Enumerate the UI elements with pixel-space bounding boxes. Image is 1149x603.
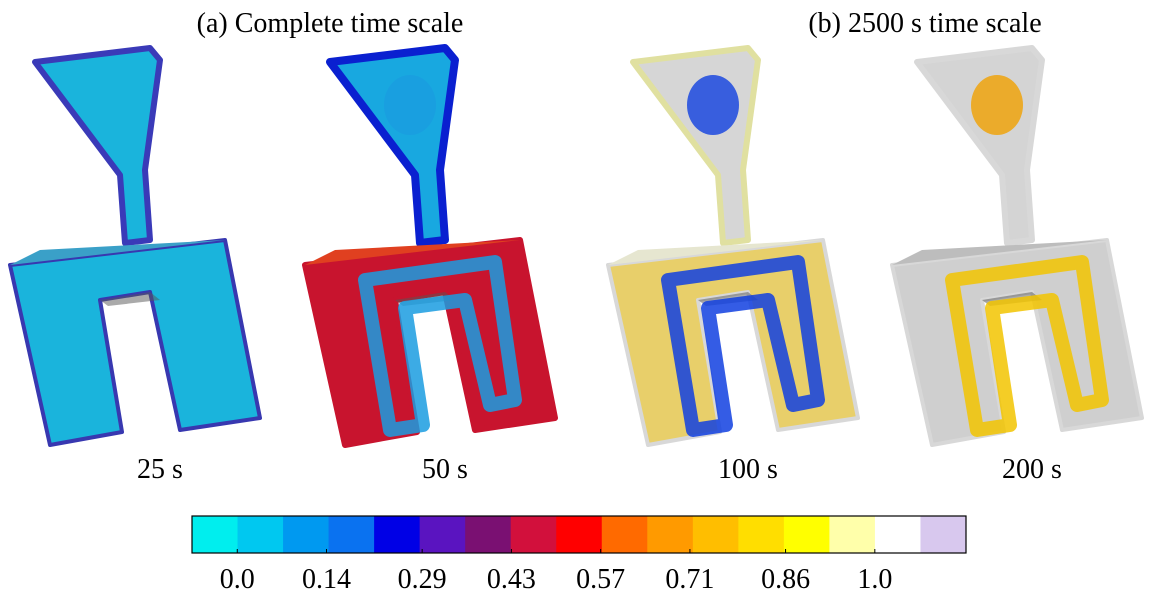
time-label: 200 s: [1002, 454, 1062, 485]
field-spot: [384, 75, 436, 135]
colorbar-segment: [601, 516, 648, 553]
colorbar-segment: [374, 516, 421, 553]
colorbar-tick-label: 0.0: [220, 564, 255, 595]
colorbar-tick-label: 0.57: [576, 564, 625, 595]
colorbar-segment: [419, 516, 466, 553]
block-shadow: [100, 292, 160, 306]
field-spot: [971, 75, 1023, 135]
rendering: 100 s: [606, 45, 860, 485]
colorbar-segment: [237, 516, 284, 553]
funnel: [630, 45, 761, 246]
colorbar-tick-label: 0.29: [398, 564, 447, 595]
colorbar-tick-label: 0.14: [302, 564, 351, 595]
colorbar-segment: [738, 516, 785, 553]
colorbar-segment: [328, 516, 375, 553]
time-label: 100 s: [718, 454, 778, 485]
colorbar-tick-label: 0.71: [665, 564, 714, 595]
colorbar-segment: [829, 516, 876, 553]
rendering: 25 s: [8, 45, 262, 485]
block-top: [608, 240, 823, 265]
colorbar-segment: [920, 516, 967, 553]
colorbar-segment: [465, 516, 512, 553]
colorbar-segment: [556, 516, 603, 553]
field-region: [358, 255, 522, 437]
rendering: 200 s: [890, 45, 1144, 485]
block-top: [10, 240, 225, 265]
colorbar-frame: [191, 515, 967, 554]
colorbar-segment: [692, 516, 739, 553]
panel-group-title: (a) Complete time scale: [197, 8, 464, 39]
funnel: [326, 44, 459, 247]
block-top: [305, 240, 520, 265]
block-top: [892, 240, 1107, 265]
colorbar-segment: [783, 516, 830, 553]
rendering: 50 s: [302, 44, 558, 485]
time-label: 25 s: [137, 454, 183, 485]
colorbar-segment: [510, 516, 557, 553]
panel-group-title: (b) 2500 s time scale: [808, 8, 1041, 39]
colorbar-segment: [647, 516, 694, 553]
funnel: [32, 45, 163, 246]
field-spot: [687, 75, 739, 135]
colorbar-segment: [283, 516, 330, 553]
colorbar-tick-label: 1.0: [857, 564, 892, 595]
field-region: [661, 255, 825, 437]
colorbar-segment: [192, 516, 239, 553]
colorbar-tick-label: 0.43: [487, 564, 536, 595]
field-region: [945, 255, 1109, 437]
colorbar-tick-label: 0.86: [761, 564, 810, 595]
funnel: [914, 45, 1045, 246]
block: [8, 238, 262, 447]
colorbar-segment: [874, 516, 921, 553]
time-label: 50 s: [422, 454, 468, 485]
